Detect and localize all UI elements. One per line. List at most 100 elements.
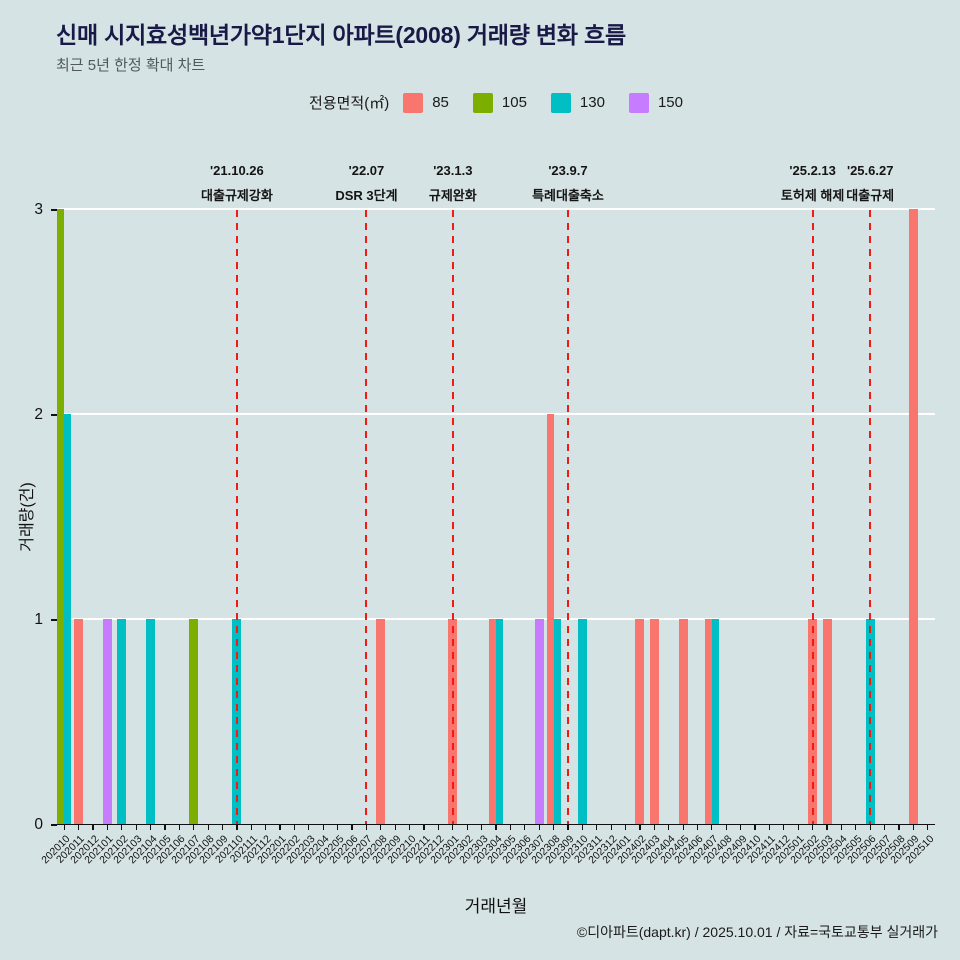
x-tick-mark: [279, 825, 281, 830]
legend-item-label: 85: [432, 94, 449, 111]
bar-202208-85: [376, 619, 386, 824]
event-date: '22.07: [348, 163, 385, 178]
x-tick-mark: [351, 825, 353, 830]
event-label: DSR 3단계: [335, 188, 398, 203]
x-tick-mark: [495, 825, 497, 830]
bar-202308-130: [553, 619, 561, 824]
event-label: 특례대출축소: [532, 188, 604, 203]
x-tick-mark: [783, 825, 785, 830]
bar-202405-85: [678, 619, 688, 824]
x-tick-mark: [855, 825, 857, 830]
x-tick-mark: [409, 825, 411, 830]
event-label: 대출규제: [846, 188, 895, 203]
chart-title: 신매 시지효성백년가약1단지 아파트(2008) 거래량 변화 흐름: [56, 22, 626, 48]
x-tick-mark: [668, 825, 670, 830]
x-tick-mark: [567, 825, 569, 830]
x-tick-mark: [768, 825, 771, 830]
bar-202104-130: [146, 619, 156, 824]
x-tick-mark: [524, 825, 526, 830]
legend-swatch-105: [472, 92, 493, 113]
bar-202304-85: [489, 619, 496, 824]
x-tick-mark: [509, 825, 511, 830]
x-tick-mark: [121, 825, 123, 830]
x-tick-mark: [135, 825, 137, 830]
x-tick-mark: [193, 825, 195, 830]
event-date: '23.9.7: [548, 163, 588, 178]
event-line: [869, 210, 872, 824]
event-label: 토허제 해제: [780, 188, 845, 203]
event-line: [235, 210, 238, 824]
legend-item-label: 150: [657, 94, 683, 111]
event-label: 규제완화: [428, 188, 477, 203]
x-tick-mark: [265, 825, 267, 830]
x-tick-mark: [624, 825, 627, 830]
x-tick-mark: [711, 825, 713, 830]
bar-202102-130: [117, 619, 127, 824]
x-tick-mark: [596, 825, 598, 830]
caption: ©디아파트(dapt.kr) / 2025.10.01 / 자료=국토교통부 실…: [576, 924, 938, 940]
x-tick-mark: [308, 825, 310, 830]
legend-item-105: 105: [472, 92, 527, 113]
x-tick-mark: [610, 825, 612, 830]
legend-items: 85 105 130 150: [403, 92, 683, 113]
x-tick-mark: [365, 825, 368, 830]
legend-item-85: 85: [403, 92, 449, 113]
x-tick-mark: [221, 825, 224, 830]
x-axis-title: 거래년월: [464, 897, 528, 916]
x-tick-mark: [337, 825, 339, 830]
x-tick-mark: [293, 825, 296, 830]
x-tick-mark: [207, 825, 209, 830]
x-tick-mark: [466, 825, 468, 830]
x-tick-mark: [639, 825, 641, 830]
bar-202107-105: [189, 619, 199, 824]
bar-202503-85: [822, 619, 832, 824]
x-tick-mark: [77, 825, 80, 830]
event-date: '21.10.26: [210, 163, 264, 178]
x-tick-mark: [552, 825, 555, 830]
x-tick-mark: [236, 825, 238, 830]
y-tick-label: 2: [34, 406, 43, 423]
bar-202011-85: [74, 619, 84, 824]
x-tick-mark: [481, 825, 483, 830]
event-line: [365, 210, 368, 824]
x-tick-mark: [250, 825, 252, 830]
bar-202307-150: [534, 619, 544, 824]
legend-swatch-130: [550, 92, 571, 113]
bar-202407-130: [711, 619, 719, 824]
x-tick-mark: [394, 825, 396, 830]
x-tick-mark: [92, 825, 94, 830]
x-tick-mark: [754, 825, 756, 830]
x-tick-mark: [452, 825, 454, 830]
legend-item-150: 150: [628, 92, 683, 113]
x-tick-mark: [380, 825, 382, 830]
x-tick-mark: [581, 825, 583, 830]
x-tick-mark: [164, 825, 166, 830]
gridline-y3: [57, 208, 935, 210]
x-tick-mark: [178, 825, 180, 830]
y-tick-mark: [51, 824, 57, 826]
event-date: '23.1.3: [433, 163, 473, 178]
x-tick-mark: [884, 825, 886, 830]
y-tick-mark: [51, 414, 57, 416]
bar-202310-130: [577, 619, 587, 824]
y-tick-mark: [51, 619, 57, 621]
x-tick-mark: [840, 825, 843, 830]
x-tick-mark: [322, 825, 324, 830]
x-tick-mark: [653, 825, 655, 830]
bar-202402-85: [635, 619, 645, 824]
bar-202101-150: [102, 619, 112, 824]
bar-202010-105: [57, 209, 65, 824]
x-tick-mark: [912, 825, 914, 830]
x-tick-mark: [869, 825, 871, 830]
x-tick-mark: [149, 825, 152, 830]
plot-area: 0 1 2 3 202010 202011 202012 202101 202102 202103…: [34, 163, 936, 866]
x-tick-mark: [423, 825, 425, 830]
legend: 전용면적(㎡) 85 105 130 150: [57, 92, 935, 113]
x-tick-mark: [63, 825, 65, 830]
x-tick-mark: [898, 825, 900, 830]
x-tick-mark: [682, 825, 684, 830]
event-line: [451, 210, 454, 824]
bar-202304-130: [496, 619, 503, 824]
legend-title: 전용면적(㎡): [309, 95, 390, 112]
x-tick-mark: [437, 825, 439, 830]
